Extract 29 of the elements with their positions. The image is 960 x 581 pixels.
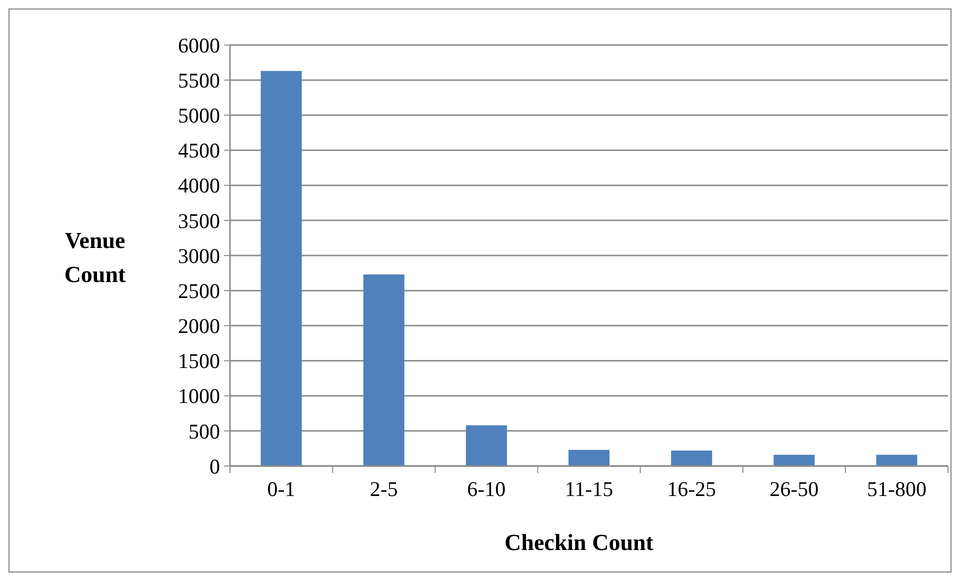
- y-tick-label: 0: [210, 454, 220, 478]
- bar: [671, 450, 712, 466]
- bar: [568, 450, 610, 466]
- y-tick-label: 5000: [178, 104, 220, 128]
- y-tick-label: 3000: [178, 244, 220, 268]
- x-tick-label: 51-800: [866, 477, 926, 501]
- x-axis-title: Checkin Count: [504, 530, 654, 555]
- x-tick-label: 0-1: [267, 477, 296, 501]
- y-tick-label: 5500: [178, 68, 220, 92]
- y-tick-label: 1500: [178, 349, 220, 374]
- y-tick-label: 4000: [178, 174, 220, 198]
- x-tick-label: 6-10: [467, 477, 506, 501]
- bar: [363, 274, 404, 466]
- y-tick-label: 2000: [178, 314, 220, 338]
- y-tick-label: 4500: [178, 138, 220, 163]
- bar: [260, 70, 302, 466]
- x-tick-label: 2-5: [370, 477, 398, 501]
- y-tick-label: 500: [188, 419, 220, 444]
- x-tick-label: 11-15: [564, 477, 614, 501]
- y-tick-label: 2500: [178, 278, 220, 303]
- bar: [876, 454, 918, 466]
- bar: [774, 454, 815, 466]
- y-axis-title: Venue Count: [64, 228, 126, 287]
- x-tick-label: 16-25: [667, 477, 716, 501]
- y-tick-label: 3500: [178, 208, 220, 233]
- x-tick-label: 26-50: [770, 477, 819, 501]
- y-tick-label: 6000: [178, 33, 220, 58]
- y-tick-label: 1000: [178, 384, 220, 408]
- bar: [466, 425, 507, 466]
